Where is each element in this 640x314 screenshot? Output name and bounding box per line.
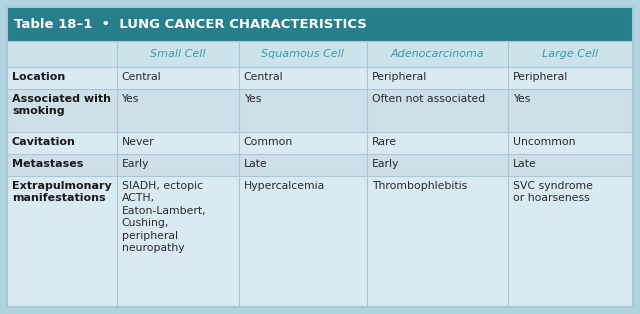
Text: Metastases: Metastases bbox=[12, 159, 83, 169]
Text: Central: Central bbox=[122, 72, 161, 82]
Text: Yes: Yes bbox=[513, 94, 530, 104]
Bar bbox=[7, 7, 633, 41]
Text: Early: Early bbox=[122, 159, 149, 169]
Text: Peripheral: Peripheral bbox=[372, 72, 428, 82]
Text: Table 18–1  •  LUNG CANCER CHARACTERISTICS: Table 18–1 • LUNG CANCER CHARACTERISTICS bbox=[14, 18, 367, 30]
Bar bbox=[7, 89, 633, 133]
Text: Extrapulmonary
manifestations: Extrapulmonary manifestations bbox=[12, 181, 112, 203]
Text: Late: Late bbox=[244, 159, 268, 169]
Text: Yes: Yes bbox=[244, 94, 261, 104]
Bar bbox=[7, 133, 633, 154]
Text: Cavitation: Cavitation bbox=[12, 138, 76, 148]
Text: Uncommon: Uncommon bbox=[513, 138, 575, 148]
Text: Central: Central bbox=[244, 72, 284, 82]
Text: Rare: Rare bbox=[372, 138, 397, 148]
Text: Associated with
smoking: Associated with smoking bbox=[12, 94, 111, 116]
Text: Common: Common bbox=[244, 138, 293, 148]
Text: Never: Never bbox=[122, 138, 154, 148]
Text: Often not associated: Often not associated bbox=[372, 94, 485, 104]
Text: SVC syndrome
or hoarseness: SVC syndrome or hoarseness bbox=[513, 181, 593, 203]
Bar bbox=[7, 41, 633, 67]
Text: Adenocarcinoma: Adenocarcinoma bbox=[390, 49, 484, 59]
Text: Small Cell: Small Cell bbox=[150, 49, 205, 59]
Text: Early: Early bbox=[372, 159, 399, 169]
Text: Thrombophlebitis: Thrombophlebitis bbox=[372, 181, 467, 191]
Text: Squamous Cell: Squamous Cell bbox=[261, 49, 344, 59]
Bar bbox=[7, 67, 633, 89]
Text: Location: Location bbox=[12, 72, 65, 82]
Bar bbox=[7, 154, 633, 176]
Text: Hypercalcemia: Hypercalcemia bbox=[244, 181, 325, 191]
Text: Large Cell: Large Cell bbox=[542, 49, 598, 59]
Text: Yes: Yes bbox=[122, 94, 139, 104]
Text: Late: Late bbox=[513, 159, 536, 169]
Text: Peripheral: Peripheral bbox=[513, 72, 568, 82]
Bar bbox=[7, 176, 633, 307]
Text: SIADH, ectopic
ACTH,
Eaton-Lambert,
Cushing,
peripheral
neuropathy: SIADH, ectopic ACTH, Eaton-Lambert, Cush… bbox=[122, 181, 206, 253]
